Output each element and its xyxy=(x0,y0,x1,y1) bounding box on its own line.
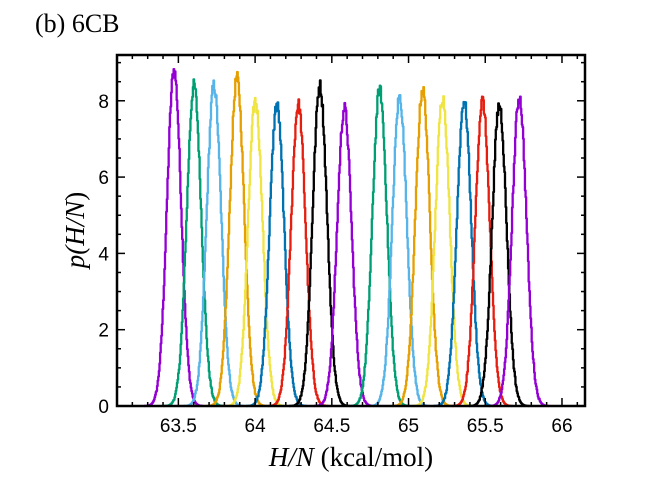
x-tick-label: 63.5 xyxy=(160,416,197,437)
peak-series-8 xyxy=(288,79,351,408)
peak-series-15 xyxy=(451,95,514,408)
peak-series-14 xyxy=(432,100,495,408)
x-axis-label-variable: H/N xyxy=(268,442,316,472)
y-axis-label-prefix: p( xyxy=(60,244,90,271)
y-tick-label: 6 xyxy=(98,168,109,189)
peak-series-2 xyxy=(162,78,225,408)
y-axis: 0 2 4 6 8 xyxy=(98,61,585,418)
x-tick-label: 65 xyxy=(398,416,419,437)
panel-title: (b) 6CB xyxy=(35,9,120,38)
plot-frame xyxy=(115,53,587,408)
peak-series-10 xyxy=(348,84,411,408)
x-axis-label-unit: (kcal/mol) xyxy=(314,442,433,472)
peak-series-13 xyxy=(411,95,474,408)
y-tick-label: 8 xyxy=(98,92,109,113)
x-tick-label: 64 xyxy=(245,416,267,437)
peak-series-3 xyxy=(182,79,245,408)
x-tick-label: 64.5 xyxy=(313,416,350,437)
y-tick-label: 4 xyxy=(98,244,109,265)
peak-series-12 xyxy=(391,85,454,408)
x-axis: 63.5 64 64.5 65 65.5 66 xyxy=(116,55,579,437)
peak-series-16 xyxy=(468,102,531,408)
peak-series-9 xyxy=(313,101,376,408)
y-axis-label-suffix: ) xyxy=(60,192,90,201)
peak-series-5 xyxy=(224,96,287,408)
peak-series-6 xyxy=(245,101,308,408)
y-tick-label: 2 xyxy=(98,321,109,342)
x-axis-label: H/N (kcal/mol) xyxy=(268,442,433,472)
x-tick-label: 66 xyxy=(551,416,572,437)
y-axis-label-variable: H/N xyxy=(60,199,90,247)
peak-series-group xyxy=(143,68,551,408)
x-tick-label: 65.5 xyxy=(467,416,504,437)
peak-series-1 xyxy=(143,68,205,408)
y-axis-label: p(H/N) xyxy=(60,192,90,271)
peak-series-11 xyxy=(368,94,431,408)
peak-series-17 xyxy=(488,95,551,408)
y-tick-label: 0 xyxy=(98,397,109,418)
peak-series-7 xyxy=(267,98,330,408)
